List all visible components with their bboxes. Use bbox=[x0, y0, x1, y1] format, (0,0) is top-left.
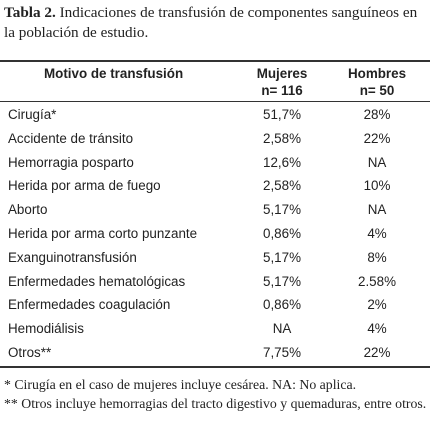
cell-motivo: Hemodiálisis bbox=[8, 321, 84, 337]
table-row: Enfermedades coagulación 0,86% 2% bbox=[0, 293, 430, 317]
cell-mujeres: 7,75% bbox=[263, 345, 301, 360]
cell-hombres: 4% bbox=[367, 321, 387, 337]
cell-motivo: Cirugía* bbox=[8, 107, 57, 122]
cell-hombres: 28% bbox=[363, 107, 391, 122]
cell-mujeres: 0,86% bbox=[263, 226, 301, 241]
cell-mujeres: 0,86% bbox=[263, 297, 301, 313]
table-row: Exanguinotransfusión 5,17% 8% bbox=[0, 246, 430, 270]
table-row: Hemorragia posparto 12,6% NA bbox=[0, 151, 430, 175]
cell-hombres: 10% bbox=[363, 178, 391, 194]
cell-mujeres: 5,17% bbox=[263, 202, 301, 218]
table-header: Motivo de transfusión Mujeres n= 116 Hom… bbox=[0, 63, 430, 101]
header-hombres-n: n= 50 bbox=[359, 83, 395, 98]
cell-motivo: Hemorragia posparto bbox=[8, 154, 134, 170]
cell-hombres: NA bbox=[367, 154, 387, 170]
cell-motivo: Herida por arma de fuego bbox=[8, 178, 161, 194]
table-row: Enfermedades hematológicas 5,17% 2.58% bbox=[0, 270, 430, 294]
header-hombres: Hombres n= 50 bbox=[327, 65, 427, 99]
cell-hombres: 8% bbox=[367, 249, 387, 265]
cell-hombres: NA bbox=[367, 202, 387, 218]
cell-motivo: Enfermedades hematológicas bbox=[8, 273, 186, 289]
cell-mujeres: 51,7% bbox=[263, 107, 301, 122]
table-row: Herida por arma corto punzante 0,86% 4% bbox=[0, 222, 430, 246]
table-row: Cirugía* 51,7% 28% bbox=[0, 103, 430, 127]
cell-mujeres: NA bbox=[272, 321, 292, 337]
cell-mujeres: 2,58% bbox=[263, 178, 301, 194]
table-bottom-rule bbox=[0, 366, 430, 368]
cell-motivo: Accidente de tránsito bbox=[8, 130, 134, 146]
table-row: Hemodiálisis NA 4% bbox=[0, 317, 430, 341]
table-caption: Tabla 2. Indicaciones de transfusión de … bbox=[4, 3, 424, 43]
cell-hombres: 2.58% bbox=[358, 273, 396, 289]
table-row: Herida por arma de fuego 2,58% 10% bbox=[0, 174, 430, 198]
footnote-1: * Cirugía en el caso de mujeres incluye … bbox=[4, 377, 357, 392]
cell-mujeres: 2,58% bbox=[263, 130, 301, 146]
table-row: Aborto 5,17% NA bbox=[0, 198, 430, 222]
cell-motivo: Herida por arma corto punzante bbox=[8, 226, 198, 241]
cell-mujeres: 5,17% bbox=[263, 273, 301, 289]
table-row: Otros** 7,75% 22% bbox=[0, 341, 430, 365]
cell-mujeres: 5,17% bbox=[263, 249, 301, 265]
cell-hombres: 2% bbox=[367, 297, 387, 313]
cell-motivo: Exanguinotransfusión bbox=[8, 249, 137, 265]
caption-label: Tabla 2. bbox=[4, 4, 56, 21]
table-header-rule bbox=[0, 101, 430, 102]
caption-text: Indicaciones de transfusión de component… bbox=[4, 4, 418, 41]
header-hombres-title: Hombres bbox=[347, 66, 407, 81]
cell-hombres: 22% bbox=[363, 345, 391, 360]
header-mujeres: Mujeres n= 116 bbox=[232, 65, 332, 99]
footnote-2: ** Otros incluye hemorragias del tracto … bbox=[4, 395, 427, 411]
header-mujeres-n: n= 116 bbox=[261, 83, 303, 98]
cell-motivo: Enfermedades coagulación bbox=[8, 297, 171, 313]
cell-hombres: 4% bbox=[367, 226, 387, 241]
footnotes: * Cirugía en el caso de mujeres incluye … bbox=[4, 376, 428, 413]
cell-motivo: Otros** bbox=[8, 345, 52, 360]
table-top-rule bbox=[0, 60, 430, 62]
table-row: Accidente de tránsito 2,58% 22% bbox=[0, 127, 430, 151]
header-motivo: Motivo de transfusión bbox=[44, 66, 184, 81]
cell-mujeres: 12,6% bbox=[263, 154, 301, 170]
cell-motivo: Aborto bbox=[8, 202, 48, 218]
header-mujeres-title: Mujeres bbox=[256, 66, 308, 81]
cell-hombres: 22% bbox=[363, 130, 391, 146]
